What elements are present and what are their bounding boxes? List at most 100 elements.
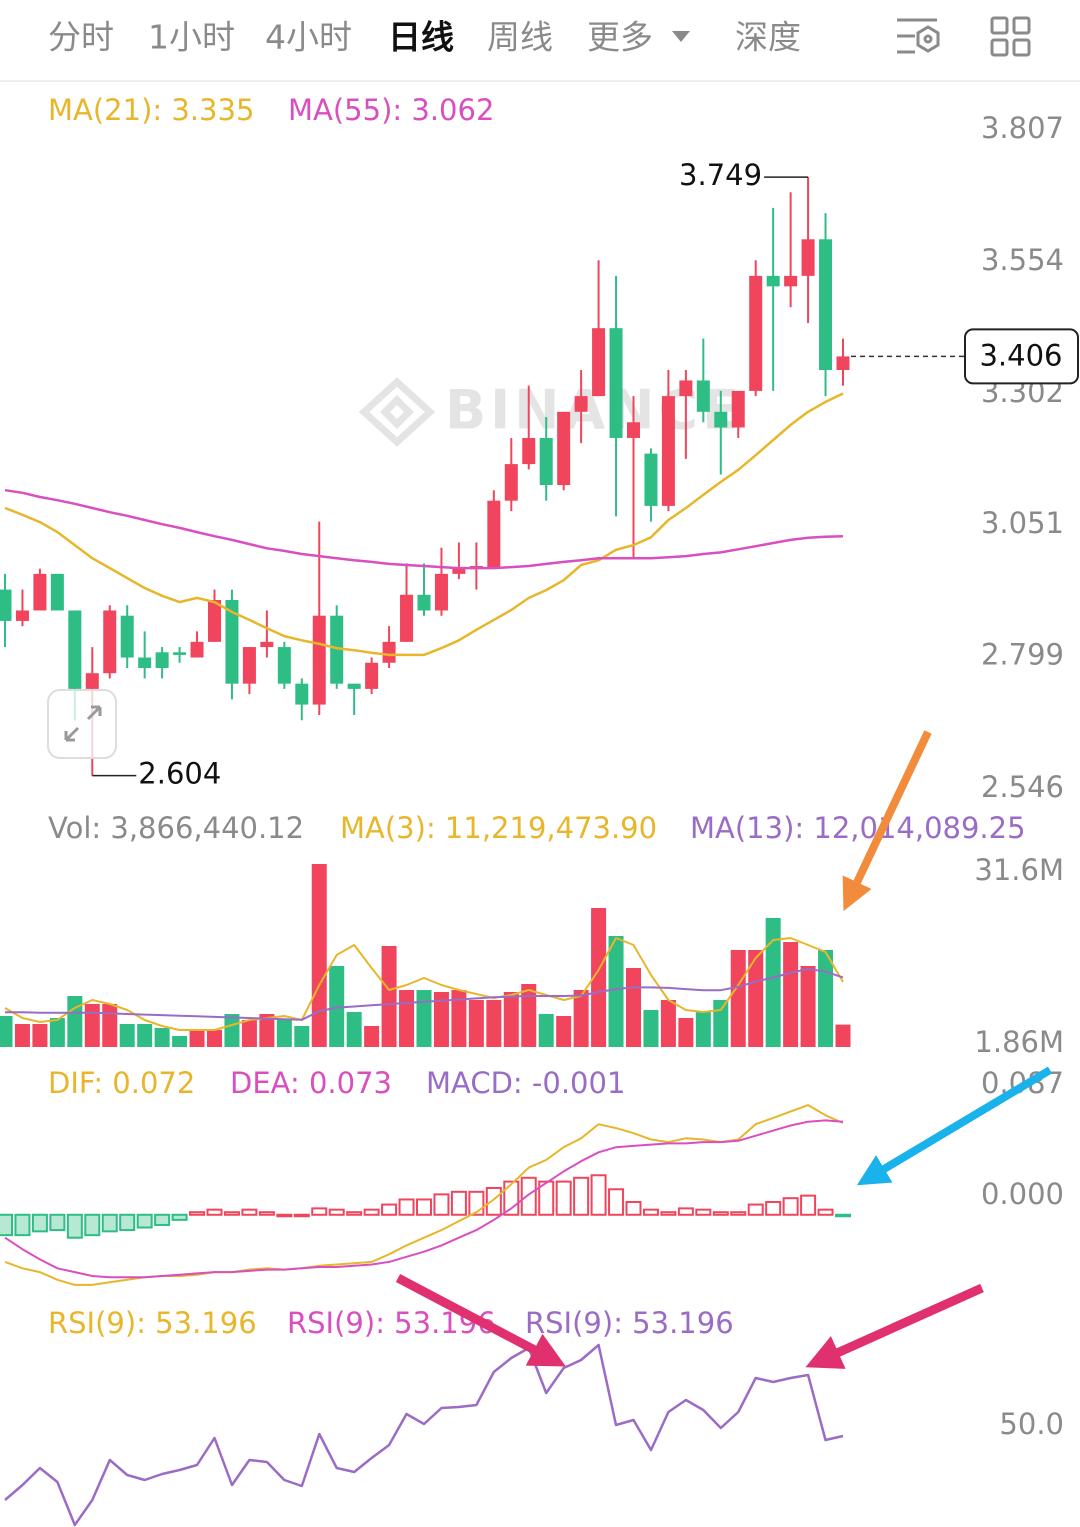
volume-bar [49, 1017, 65, 1047]
volume-bar [207, 1029, 222, 1047]
candle-body [714, 411, 728, 428]
macd-bar [503, 1180, 520, 1216]
legend-label: RSI(9): 53.196 [525, 1306, 734, 1340]
candle-body [819, 239, 833, 370]
candle-body [644, 453, 658, 506]
y-tick-label: 31.6M [974, 853, 1064, 887]
volume-bar [32, 1024, 48, 1047]
macd-bar [660, 1211, 677, 1216]
volume-bar [67, 995, 83, 1047]
volume-bar [189, 1029, 205, 1047]
y-tick-label: 3.554 [981, 243, 1064, 277]
volume-bar [626, 968, 641, 1047]
tab[interactable]: 分时 [48, 18, 114, 57]
volume-bar [224, 1013, 240, 1047]
macd-bar [765, 1201, 782, 1216]
macd-bar [416, 1198, 432, 1216]
macd-bar [730, 1211, 747, 1216]
y-tick-label: 3.807 [981, 111, 1064, 145]
legend-label: MA(3): 11,219,473.90 [340, 811, 657, 845]
indicator-line [4, 937, 844, 1031]
volume-bar [748, 949, 764, 1047]
tab[interactable]: 更多 [587, 18, 653, 57]
candle-body [784, 275, 798, 287]
candle-body [557, 411, 571, 486]
last-price-box [964, 328, 1079, 385]
volume-bar [0, 1016, 13, 1047]
candle-body [103, 610, 117, 674]
volume-bar [84, 1003, 100, 1047]
candle-body [225, 600, 239, 684]
more-dropdown-caret[interactable] [672, 31, 690, 42]
candle-body [539, 437, 553, 486]
candle-body [679, 380, 693, 397]
volume-bar [276, 1020, 292, 1047]
candle-body [504, 464, 518, 501]
candle-body [155, 652, 169, 668]
volume-bar [346, 1012, 362, 1047]
y-tick-label: 2.546 [981, 770, 1064, 804]
macd-bar [608, 1188, 625, 1216]
tab[interactable]: 日线 [388, 18, 454, 57]
volume-bar [399, 990, 415, 1047]
volume-bar [172, 1035, 188, 1047]
volume-bar [259, 1013, 275, 1047]
macd-bar [642, 1208, 659, 1216]
macd-bar [189, 1211, 206, 1216]
candle-body [627, 422, 640, 438]
macd-bar [293, 1213, 310, 1218]
macd-bar [101, 1213, 118, 1233]
high-label: 3.749 [679, 158, 762, 192]
watermark-logo [358, 377, 436, 447]
candle-body [260, 641, 274, 648]
candle-body [68, 610, 82, 689]
macd-bar [712, 1211, 729, 1216]
fullscreen-icon [64, 705, 102, 742]
fullscreen-button[interactable] [47, 689, 117, 759]
macd-bar [171, 1213, 188, 1221]
macd-bar [555, 1180, 572, 1216]
low-label: 2.604 [138, 757, 221, 791]
macd-bar [381, 1203, 398, 1216]
candle-body [277, 647, 291, 684]
macd-bar [223, 1211, 240, 1216]
macd-bar [14, 1213, 31, 1237]
candle-body [487, 500, 501, 569]
candle-body [50, 573, 64, 611]
candle-body [574, 396, 588, 412]
volume-bar [468, 999, 484, 1047]
macd-bar [677, 1207, 694, 1216]
macd-bar [590, 1174, 607, 1216]
volume-bar [102, 1003, 118, 1047]
macd-bar [84, 1213, 101, 1237]
y-tick-label: 0.000 [981, 1177, 1064, 1211]
macd-bar [573, 1176, 590, 1216]
macd-bar [433, 1193, 450, 1216]
volume-bar [608, 935, 624, 1047]
volume-bar [556, 1016, 572, 1047]
volume-bar [311, 864, 327, 1047]
tab[interactable]: 深度 [735, 18, 801, 57]
macd-bar [49, 1213, 66, 1232]
legend-label: RSI(9): 53.196 [48, 1306, 257, 1340]
legend-label: MA(21): 3.335 [48, 93, 254, 127]
macd-bar [485, 1186, 502, 1216]
macd-bar [66, 1213, 83, 1239]
volume-bar [573, 990, 589, 1047]
volume-bar [643, 1009, 659, 1047]
tab[interactable]: 周线 [487, 18, 553, 57]
layout-grid-icon[interactable] [990, 16, 1031, 57]
indicator-line [5, 967, 844, 1021]
candle-body [731, 390, 745, 428]
volume-bar [364, 1025, 380, 1047]
macd-bar [450, 1190, 467, 1216]
tab[interactable]: 4小时 [265, 18, 352, 57]
candle-body [609, 328, 623, 438]
volume-bar [294, 1025, 310, 1047]
annotation-arrow [842, 730, 932, 912]
macd-bar [817, 1208, 834, 1216]
indicator-settings-icon[interactable] [897, 18, 940, 54]
tab[interactable]: 1小时 [148, 18, 235, 57]
